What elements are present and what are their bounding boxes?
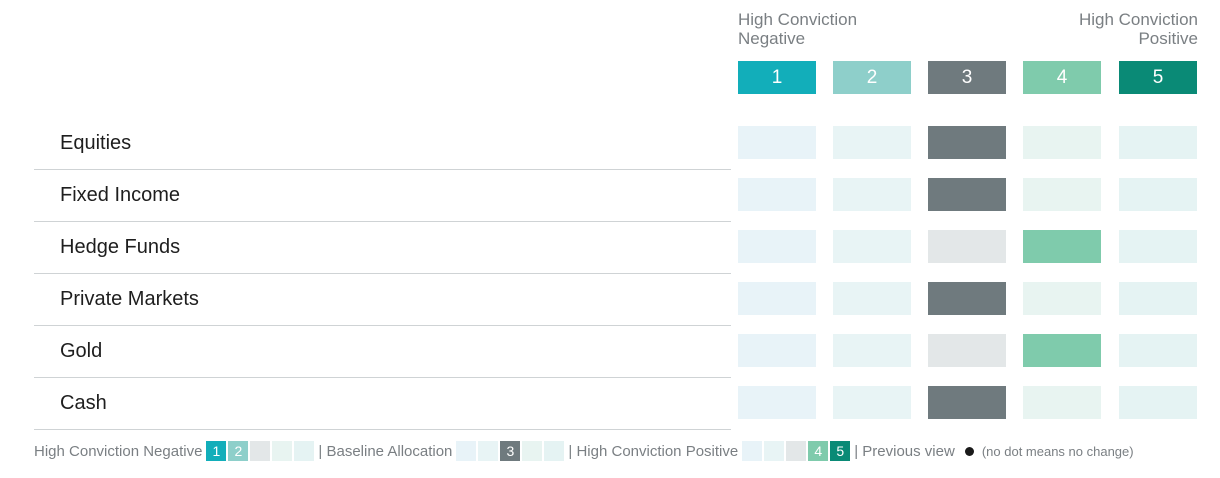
legend-negative-square: 1 — [206, 441, 227, 461]
table-row: Equities — [34, 117, 731, 170]
allocation-cell — [1023, 178, 1101, 211]
allocation-cell — [833, 334, 911, 367]
header-negative: High Conviction Negative — [738, 10, 857, 48]
allocation-cell — [1119, 126, 1197, 159]
row-label: Gold — [60, 340, 103, 362]
scale-box-3: 3 — [928, 61, 1006, 94]
scale-box-1: 1 — [738, 61, 816, 94]
legend-positive-square — [764, 441, 785, 461]
legend-negative-square: 2 — [228, 441, 249, 461]
allocation-cell — [738, 126, 816, 159]
allocation-cell — [1119, 386, 1197, 419]
row-label: Cash — [60, 392, 107, 414]
table-row: Hedge Funds — [34, 221, 731, 274]
allocation-cell — [928, 230, 1006, 263]
allocation-cell — [738, 386, 816, 419]
allocation-cell — [1023, 282, 1101, 315]
allocation-cell — [1119, 282, 1197, 315]
row-label: Fixed Income — [60, 184, 181, 206]
legend-negative-square — [272, 441, 293, 461]
table-row: Cash — [34, 377, 731, 430]
allocation-cell — [1119, 230, 1197, 263]
table-row: Gold — [34, 325, 731, 378]
header-negative-line2: Negative — [738, 29, 806, 48]
legend-negative-label: High Conviction Negative — [34, 442, 203, 460]
table-row: Fixed Income — [34, 169, 731, 222]
legend-baseline-square — [544, 441, 565, 461]
row-label: Equities — [60, 132, 132, 154]
scale-box-5: 5 — [1119, 61, 1197, 94]
legend-positive-square — [742, 441, 763, 461]
header-positive-line1: High Conviction — [1078, 10, 1198, 29]
allocation-cell — [738, 178, 816, 211]
allocation-cell — [1023, 126, 1101, 159]
allocation-cell — [833, 282, 911, 315]
table-row: Private Markets — [34, 273, 731, 326]
allocation-cell — [738, 282, 816, 315]
row-label: Hedge Funds — [60, 236, 181, 258]
allocation-cell — [1023, 386, 1101, 419]
legend-baseline-label: | Baseline Allocation — [318, 442, 453, 460]
allocation-cell-active — [928, 386, 1006, 419]
allocation-cell-active — [928, 178, 1006, 211]
allocation-cell — [1119, 334, 1197, 367]
legend-note: (no dot means no change) — [981, 443, 1134, 459]
legend-baseline-square — [478, 441, 499, 461]
legend-previous-label: | Previous view — [854, 442, 955, 460]
legend-baseline-square — [522, 441, 543, 461]
legend-positive-square: 5 — [830, 441, 851, 461]
header-positive-line2: Positive — [1138, 29, 1198, 48]
allocation-cell — [833, 386, 911, 419]
previous-view-dot-icon — [964, 446, 974, 456]
scale-box-4: 4 — [1023, 61, 1101, 94]
allocation-cell-active — [928, 126, 1006, 159]
allocation-cell-active — [1023, 230, 1101, 263]
allocation-cell — [738, 334, 816, 367]
legend-baseline-square: 3 — [500, 441, 521, 461]
allocation-cell — [738, 230, 816, 263]
header-positive: High Conviction Positive — [1079, 10, 1198, 48]
row-label: Private Markets — [60, 288, 199, 310]
allocation-cell — [833, 230, 911, 263]
legend-positive-square: 4 — [808, 441, 829, 461]
allocation-cell-active — [1023, 334, 1101, 367]
allocation-cell — [928, 334, 1006, 367]
scale-box-2: 2 — [833, 61, 911, 94]
allocation-cell — [833, 178, 911, 211]
allocation-cell-active — [928, 282, 1006, 315]
legend-baseline-square — [456, 441, 477, 461]
legend-negative-square — [294, 441, 315, 461]
header-negative-line1: High Conviction — [738, 10, 858, 29]
allocation-cell — [1119, 178, 1197, 211]
allocation-cell — [833, 126, 911, 159]
legend-baseline-scale: 3 — [456, 441, 566, 461]
legend-positive-label: | High Conviction Positive — [568, 442, 739, 460]
legend-positive-square — [786, 441, 807, 461]
legend-negative-square — [250, 441, 271, 461]
